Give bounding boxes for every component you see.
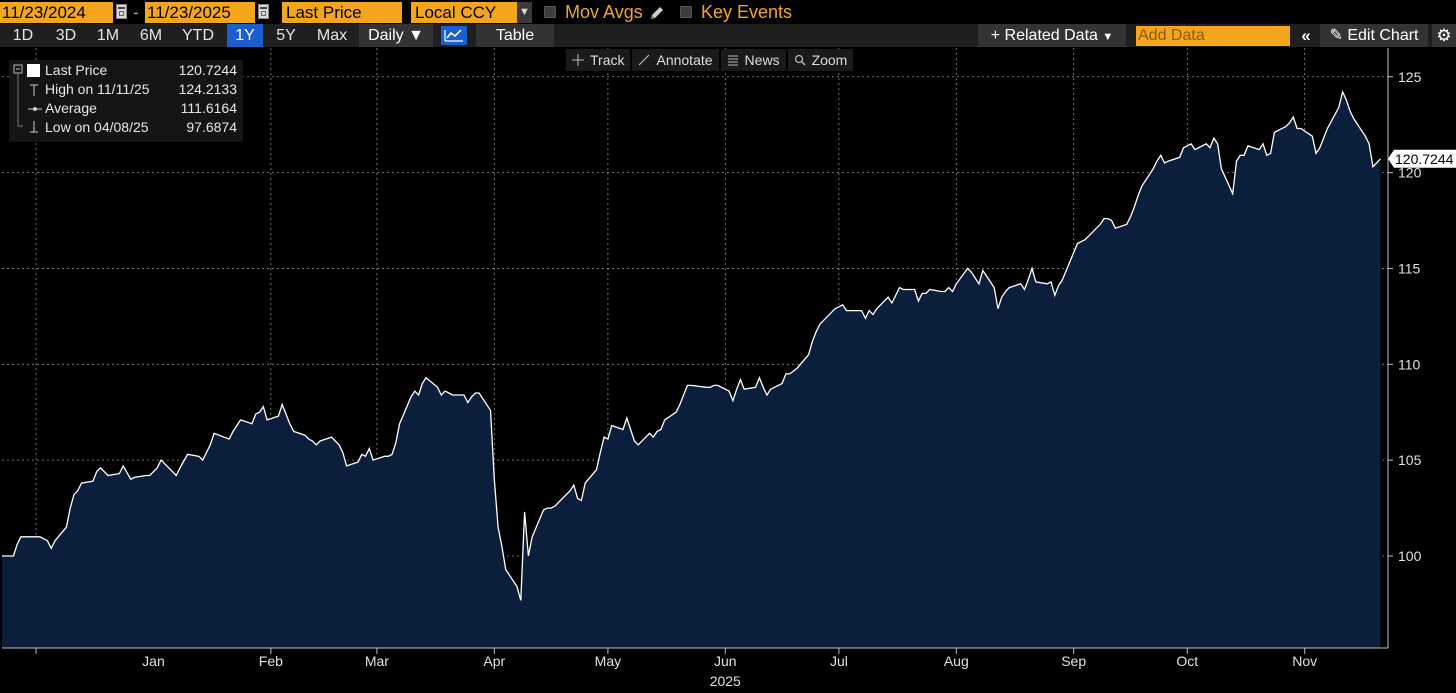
mov-avgs-checkbox[interactable] [544,6,556,18]
zoom-tool[interactable]: Zoom [787,49,854,71]
related-data-label: Related Data [1004,27,1098,44]
legend-value: 124.2133 [178,81,237,97]
last-value-tag [1388,149,1456,168]
period-toolbar: 1D 3D 1M 6M YTD 1Y 5Y Max Daily ▼ Table … [0,24,1456,47]
period-3d[interactable]: 3D [55,27,77,44]
table-button[interactable]: Table [476,24,554,47]
x-tick-label: Apr [483,653,505,669]
legend-value: 97.6874 [186,119,237,135]
x-tick-label: Oct [1176,653,1198,669]
x-axis-year-label: 2025 [710,673,741,689]
news-tool[interactable]: News [720,49,786,71]
x-tick-label: Feb [259,653,283,669]
chevron-down-icon[interactable]: ▼ [517,2,532,23]
legend-row-high[interactable]: High on 11/11/25 124.2133 [9,80,243,99]
price-line [2,89,1381,601]
y-tick-label: 125 [1398,69,1422,85]
chart-legend: Last Price 120.7244 High on 11/11/25 124… [9,60,243,142]
legend-row-average[interactable]: Average 111.6164 [9,99,243,118]
x-tick-label: Mar [365,653,389,669]
y-tick-label: 105 [1398,452,1422,468]
low-marker-icon [27,118,43,137]
legend-value: 120.7244 [178,62,237,78]
y-tick-label: 110 [1398,356,1421,372]
pencil-icon[interactable] [648,4,666,22]
period-6m[interactable]: 6M [139,27,163,44]
x-tick-label: Nov [1292,653,1317,669]
crosshair-icon [572,54,584,66]
y-tick-label: 100 [1398,548,1422,564]
legend-row-last-price[interactable]: Last Price 120.7244 [9,61,243,80]
calendar-icon[interactable] [116,4,127,19]
x-tick-label: Jan [142,653,165,669]
key-events-checkbox[interactable] [680,6,692,18]
legend-label: Low on 04/08/25 [45,119,149,135]
news-icon [727,55,738,66]
x-axis-ticks: Jan Feb Mar Apr May Jun Jul Aug Sep Oct Nov 2025 [35,648,1317,689]
currency-selector[interactable]: Local CCY [411,2,517,23]
key-events-label[interactable]: Key Events [701,2,793,22]
average-marker-icon [27,99,43,118]
add-data-input[interactable] [1136,26,1290,46]
caret-down-icon: ▼ [408,27,424,44]
edit-chart-button[interactable]: ✎ Edit Chart [1320,24,1428,47]
period-max[interactable]: Max [316,27,348,44]
last-value-marker: 120.7244 [1388,149,1456,168]
collapse-icon[interactable]: « [1301,26,1311,45]
annotate-icon [639,54,650,66]
legend-row-low[interactable]: Low on 04/08/25 97.6874 [9,118,243,137]
x-tick-label: Aug [944,653,969,669]
x-tick-label: Sep [1061,653,1086,669]
period-1m[interactable]: 1M [96,27,120,44]
line-chart-icon[interactable] [441,26,467,45]
annotate-tool[interactable]: Annotate [632,49,719,71]
edit-chart-label: Edit Chart [1347,27,1419,44]
x-tick-label: Jun [714,653,737,669]
news-label: News [744,52,780,68]
calendar-icon[interactable] [258,4,269,19]
high-marker-icon [27,80,43,99]
track-tool[interactable]: Track [566,49,631,71]
y-tick-label: 115 [1398,260,1421,276]
zoom-label: Zoom [811,52,848,68]
last-value-label: 120.7244 [1395,151,1454,167]
y-tick-label: 120 [1398,165,1422,181]
annotate-label: Annotate [656,52,713,68]
x-tick-label: May [595,653,621,669]
top-toolbar: 11/23/2024 - 11/23/2025 Last Price Local… [0,0,1456,24]
gear-icon[interactable]: ⚙ [1432,24,1456,47]
legend-label: Average [45,100,97,116]
end-date-field[interactable]: 11/23/2025 [145,2,255,23]
caret-down-icon: ▼ [1102,31,1114,43]
period-5y[interactable]: 5Y [276,27,296,44]
period-1d[interactable]: 1D [12,27,34,44]
legend-label: High on 11/11/25 [45,81,150,97]
legend-tree-icon [13,64,23,127]
frequency-label: Daily [368,27,404,44]
start-date-field[interactable]: 11/23/2024 [0,2,113,23]
period-1y[interactable]: 1Y [227,24,263,47]
period-ytd[interactable]: YTD [182,27,214,44]
price-area [2,91,1381,648]
frequency-dropdown[interactable]: Daily ▼ [359,24,433,47]
y-axis-ticks: 100 105 110 115 120 125 [1388,69,1422,564]
date-separator: - [133,3,139,22]
related-data-button[interactable]: + Related Data ▼ [978,24,1126,47]
chart-tools: Track Annotate News Zoom [566,49,855,71]
legend-label: Last Price [45,62,108,78]
x-tick-label: Jul [830,653,848,669]
white-square-icon [27,61,43,80]
mov-avgs-label[interactable]: Mov Avgs [565,2,643,22]
legend-value: 111.6164 [180,100,237,116]
magnifier-icon [794,54,806,66]
field-selector[interactable]: Last Price [282,2,402,23]
plus-icon: + [990,27,1001,44]
track-label: Track [590,52,625,68]
pencil-icon: ✎ [1329,27,1343,44]
